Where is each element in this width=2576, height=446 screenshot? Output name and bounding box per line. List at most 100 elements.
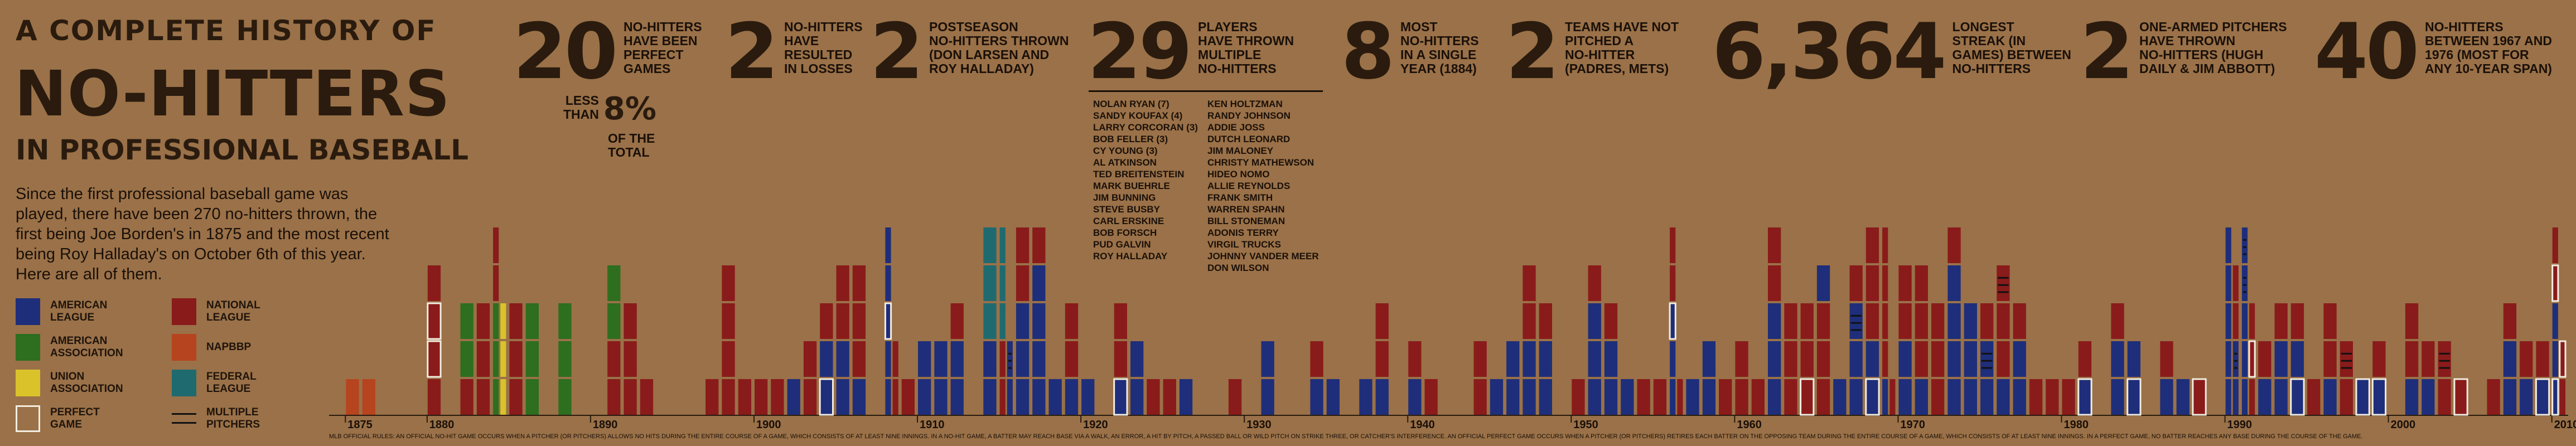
chart-bar-segment bbox=[2232, 265, 2239, 301]
chart-bar-segment bbox=[1016, 227, 1030, 263]
chart-bar-segment bbox=[1604, 341, 1618, 377]
chart-bar-segment bbox=[999, 341, 1006, 377]
chart-bar-segment bbox=[950, 303, 964, 339]
chart-bar-segment bbox=[1768, 265, 1781, 301]
chart-bar-segment bbox=[460, 379, 473, 415]
chart-bar-segment bbox=[705, 379, 719, 415]
chart-bar-segment bbox=[2438, 341, 2451, 377]
chart-bar-segment bbox=[2503, 341, 2517, 377]
stat-postseason: 2 POSTSEASON NO-HITTERS THROWN (DON LARS… bbox=[870, 13, 1069, 90]
stat-text: TEAMS HAVE NOT PITCHED A NO-HITTER (PADR… bbox=[1565, 20, 1679, 76]
chart-bar-segment bbox=[1310, 379, 1323, 415]
chart-bar-segment bbox=[509, 379, 523, 415]
x-tick-label: 1990 bbox=[2227, 419, 2253, 431]
chart-bar-segment bbox=[2232, 341, 2239, 377]
chart-bar-segment bbox=[1604, 303, 1618, 339]
chart-bar-segment bbox=[1669, 302, 1676, 340]
stat-text: POSTSEASON NO-HITTERS THROWN (DON LARSEN… bbox=[929, 20, 1069, 76]
chart-bar-segment bbox=[1865, 227, 1879, 263]
chart-bar-segment bbox=[1997, 303, 2010, 339]
chart-bar-segment bbox=[1473, 379, 1487, 415]
chart-bar-segment bbox=[346, 379, 359, 415]
chart-bar-segment bbox=[2274, 303, 2288, 339]
chart-bar-segment bbox=[1523, 265, 1536, 301]
chart-bar-segment bbox=[934, 341, 948, 377]
title-line-1: A COMPLETE HISTORY OF bbox=[16, 14, 437, 47]
chart-bar-segment bbox=[2307, 379, 2321, 415]
chart-bar-segment bbox=[1964, 379, 1977, 415]
chart-bar-segment bbox=[950, 379, 964, 415]
legend-swatch-multiple-pitchers bbox=[172, 405, 196, 432]
stat-percent-post: OF THE TOTAL bbox=[608, 131, 655, 159]
chart-bar-segment bbox=[2241, 265, 2248, 301]
stat-losses: 2 NO-HITTERS HAVE RESULTED IN LOSSES bbox=[725, 13, 863, 90]
chart-bar-segment bbox=[1179, 379, 1193, 415]
chart-bar-segment bbox=[1621, 379, 1634, 415]
chart-bar-segment bbox=[918, 341, 931, 377]
legend-item-american-association: AMERICAN ASSOCIATION bbox=[16, 334, 123, 361]
stat-number: 20 bbox=[513, 7, 618, 96]
chart-bar-segment bbox=[1130, 379, 1144, 415]
chart-bar-segment bbox=[1898, 265, 1912, 301]
x-tick-label: 2010 bbox=[2554, 419, 2576, 431]
chart-bar-segment bbox=[1947, 303, 1961, 339]
chart-bar-segment bbox=[2551, 378, 2559, 416]
chart-bar-segment bbox=[983, 303, 997, 339]
chart-bar-segment bbox=[820, 303, 833, 339]
x-tick-label: 1940 bbox=[1410, 419, 1435, 431]
chart-bar-segment bbox=[1816, 379, 1830, 415]
chart-bar-segment bbox=[1637, 379, 1650, 415]
chart-bar-segment bbox=[500, 379, 506, 415]
chart-bar-segment bbox=[999, 303, 1006, 339]
chart-bar-segment bbox=[999, 265, 1006, 301]
chart-bar-segment bbox=[1931, 379, 1945, 415]
x-tick-label: 1890 bbox=[593, 419, 618, 431]
chart-bar-segment bbox=[1865, 341, 1879, 377]
chart-bar-segment bbox=[1359, 379, 1372, 415]
chart-bar-segment bbox=[1539, 303, 1552, 339]
chart-bar-segment bbox=[509, 303, 523, 339]
chart-bar-segment bbox=[1947, 265, 1961, 301]
chart-bar-segment bbox=[476, 379, 490, 415]
chart-bar-segment bbox=[1065, 379, 1079, 415]
chart-bar-segment bbox=[1523, 303, 1536, 339]
chart-bar-segment bbox=[852, 341, 866, 377]
chart-bar-segment bbox=[362, 379, 375, 415]
chart-bar-segment bbox=[2323, 303, 2337, 339]
chart-bar-segment bbox=[2405, 303, 2419, 339]
chart-bar-segment bbox=[1408, 379, 1422, 415]
chart-bar-segment bbox=[1490, 379, 1504, 415]
stat-number: 2 bbox=[725, 7, 779, 96]
chart-bar-segment bbox=[1007, 379, 1013, 415]
chart-bar-segment bbox=[803, 379, 817, 415]
chart-bar-segment bbox=[2241, 303, 2248, 339]
multi-pitchers-column-1: NOLAN RYAN (7) SANDY KOUFAX (4) LARRY CO… bbox=[1093, 99, 1198, 261]
chart-bar-segment bbox=[1784, 379, 1797, 415]
chart-bar-segment bbox=[1768, 227, 1781, 263]
chart-bar-segment bbox=[999, 379, 1006, 415]
x-tick-label: 1880 bbox=[429, 419, 455, 431]
legend-item-perfect-game: PERFECT GAME bbox=[16, 405, 100, 432]
chart-bar-segment bbox=[1882, 341, 1888, 377]
chart-bar-segment bbox=[2258, 341, 2271, 377]
chart-bar-segment bbox=[493, 341, 499, 377]
legend-swatch-federal-league bbox=[172, 370, 196, 396]
chart-bar-segment bbox=[1849, 341, 1863, 377]
chart-bar-segment bbox=[2503, 303, 2517, 339]
chart-bar-segment bbox=[2372, 341, 2386, 377]
x-tick-label: 1920 bbox=[1083, 419, 1108, 431]
chart-bar-segment bbox=[1931, 341, 1945, 377]
x-tick-label: 1960 bbox=[1737, 419, 1762, 431]
chart-bar-segment bbox=[852, 265, 866, 301]
chart-bar-segment bbox=[427, 265, 441, 301]
chart-bar-segment bbox=[2225, 227, 2231, 263]
chart-bar-segment bbox=[901, 379, 915, 415]
legend-swatch-american-association bbox=[16, 334, 40, 361]
chart-bar-segment bbox=[1670, 341, 1676, 377]
chart-bar-segment bbox=[427, 302, 442, 340]
chart-bar-segment bbox=[607, 341, 621, 377]
chart-bar-segment bbox=[1016, 341, 1030, 377]
title-line-2: NO-HITTERS bbox=[15, 58, 451, 130]
chart-bar-segment bbox=[2046, 379, 2059, 415]
chart-bar-segment bbox=[1326, 379, 1340, 415]
